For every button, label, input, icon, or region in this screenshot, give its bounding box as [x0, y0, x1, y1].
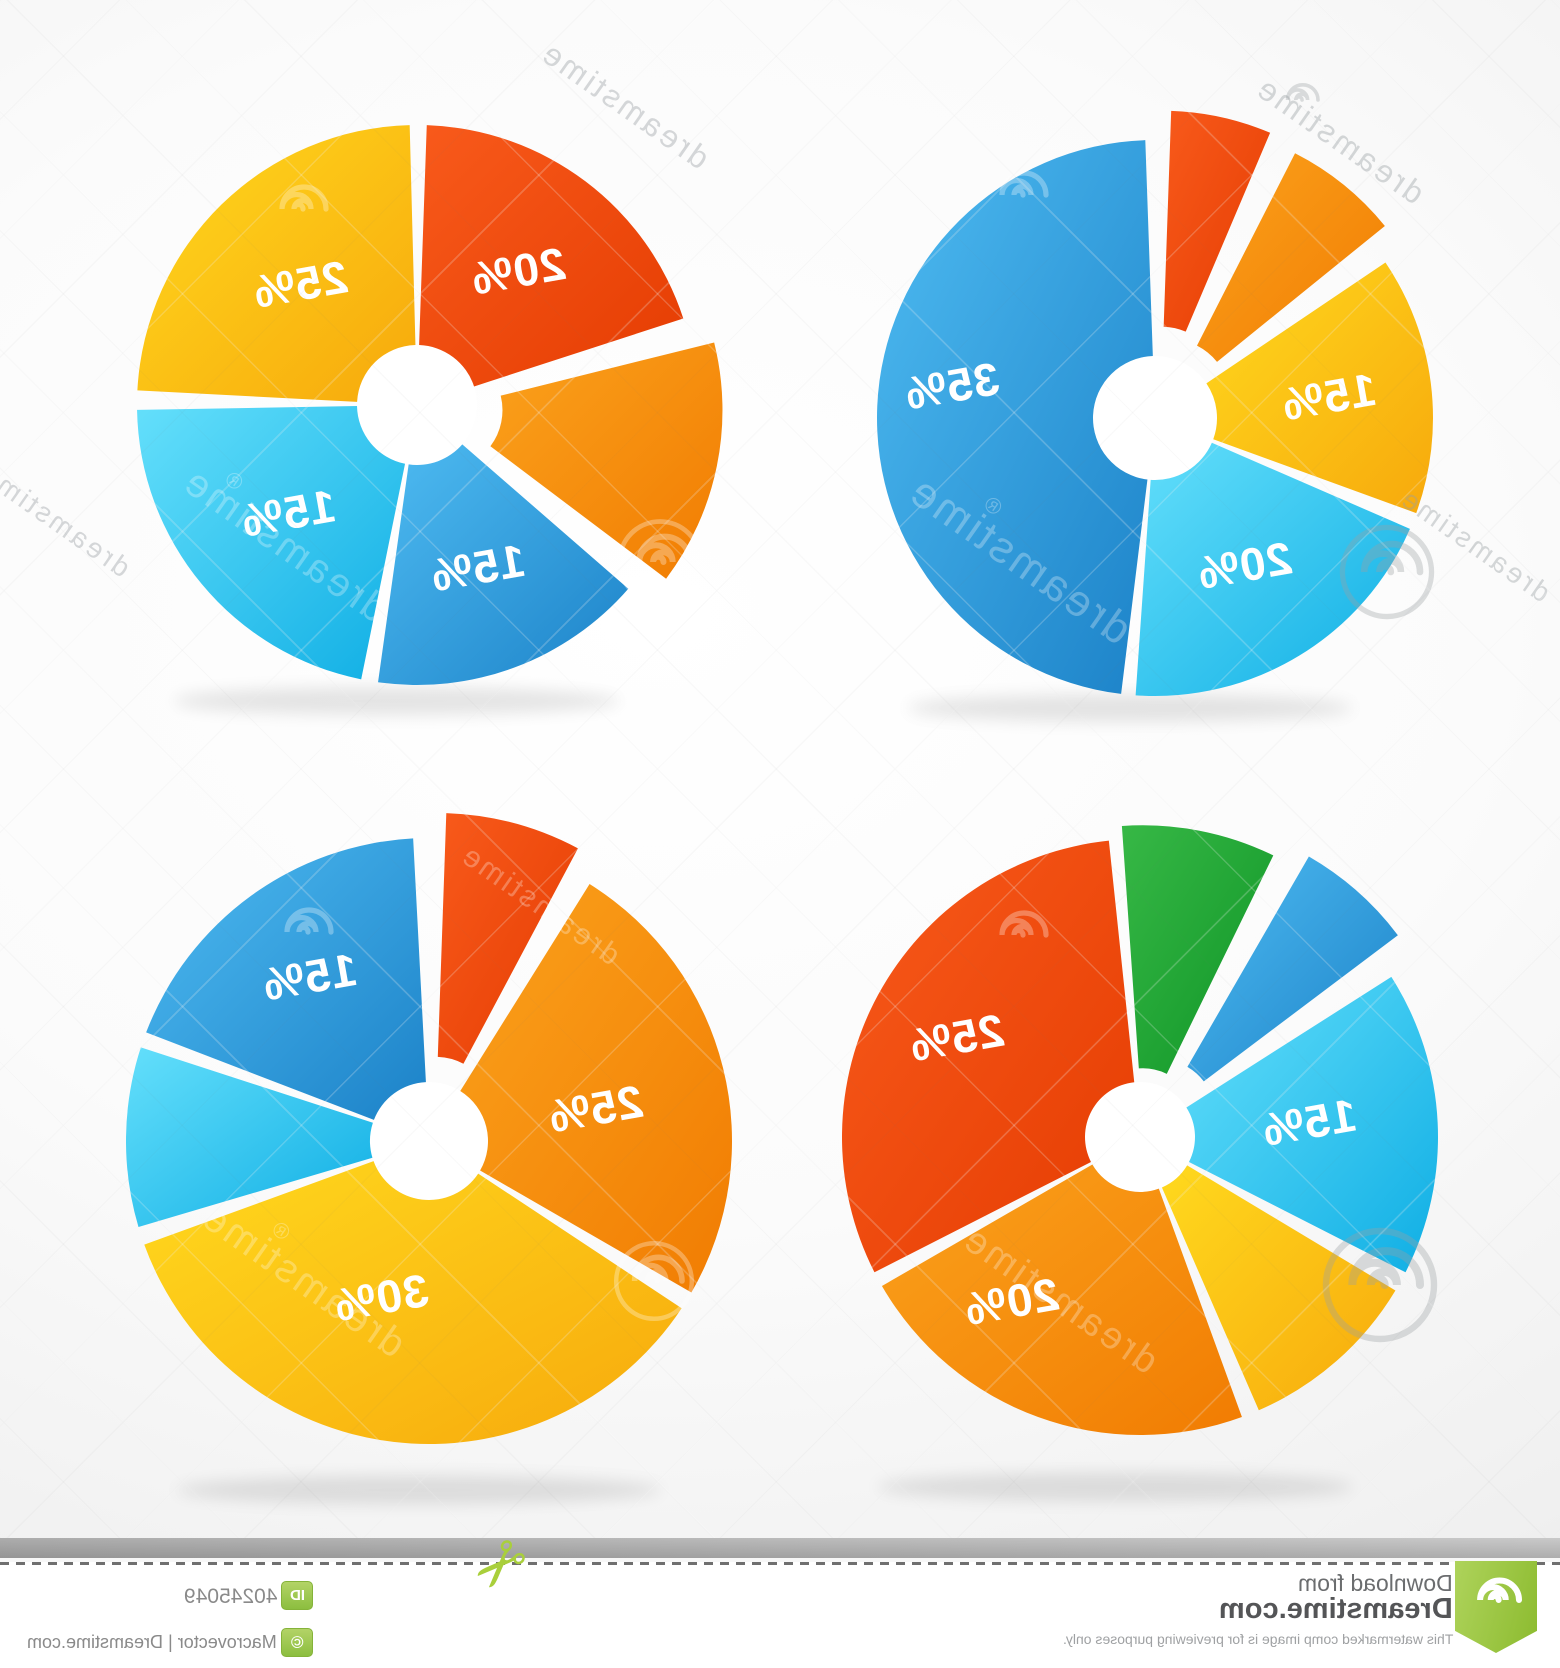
pie1-slice-red	[419, 125, 684, 387]
watermark-spiral-ring	[617, 519, 703, 605]
pie3-slice-yellow	[144, 1161, 682, 1444]
photo-area: 20% 15% 15% 25% 15% 20% 35% 25% 30% 15% 15% 20% 25% d…	[0, 0, 1560, 1538]
watermark-spiral-icon	[1348, 1246, 1425, 1289]
watermark-spiral-icon	[631, 1254, 685, 1284]
pie3-slice-cyan	[125, 1047, 373, 1228]
watermark-spiral-ring	[1322, 1227, 1438, 1343]
pie-charts-canvas: 20%15%15%25%15%20%35%25%30%15%15%20%25%d…	[0, 34, 1556, 1504]
pie1-slice-cyan	[137, 406, 406, 680]
pie2-shadow	[907, 694, 1353, 722]
pie2-slice-red	[1163, 110, 1271, 332]
pie2-slice-blue	[877, 140, 1153, 694]
dashed-cut-line	[0, 1562, 1560, 1565]
pie1-center-hole	[357, 345, 477, 465]
pie2-slice-orange	[1196, 153, 1385, 362]
watermark-text: dreamstime	[0, 457, 136, 583]
pie3-slice-orange	[460, 884, 732, 1293]
pie2-slice-yellow	[1206, 262, 1433, 514]
dreamstime-site-text: Dreamstime.com	[1219, 1593, 1453, 1625]
pie2-slice-cyan	[1135, 442, 1410, 696]
watermark-spiral-icon	[1285, 82, 1320, 102]
pie3-slice-red	[437, 813, 578, 1064]
watermark-spiral-ring	[613, 1240, 695, 1322]
dreamstime-logo-ribbon	[1455, 1561, 1537, 1653]
watermark-spiral-icon	[999, 910, 1049, 938]
pie4-shadow	[876, 1473, 1354, 1501]
pie4-slice-orange	[881, 1164, 1242, 1436]
author-credit: Macrovector | Dreamstime.com	[27, 1632, 277, 1652]
copyright-symbol: ©	[290, 1633, 304, 1652]
watermark-text: dreamstime	[1394, 482, 1556, 608]
pie4-center-hole	[1085, 1082, 1195, 1192]
cut-band-highlight	[0, 1558, 1560, 1562]
watermark-spiral-icon	[1360, 540, 1424, 576]
pie1-slice-orange	[490, 342, 723, 579]
copyright-badge: ©	[281, 1628, 313, 1657]
pie1-shadow	[173, 687, 621, 715]
pie4-slice-green	[1121, 825, 1274, 1074]
logo-spiral-glyph	[1477, 1577, 1522, 1603]
watermark-spiral-ring	[1339, 524, 1435, 620]
watermark-spiral-icon	[999, 170, 1049, 198]
watermark-spiral-icon	[284, 907, 334, 935]
pie1-slice-yellow	[137, 125, 416, 402]
pie2-center-hole	[1093, 356, 1217, 480]
image-id-number: 40245049	[183, 1585, 277, 1608]
pie3-center-hole	[370, 1082, 488, 1200]
dreamstime-logo-spiral	[1477, 1577, 1522, 1603]
footer	[0, 1565, 1560, 1668]
preview-disclaimer: This watermarked comp image is for previ…	[1062, 1631, 1453, 1647]
watermark-spiral-icon	[636, 533, 694, 565]
pie3-slice-blue	[146, 838, 426, 1120]
pie4-slice-red	[841, 840, 1135, 1273]
id-badge: ID	[281, 1581, 313, 1610]
watermark-text: dreamstime	[534, 34, 716, 177]
pie3-shadow	[176, 1476, 662, 1504]
pie4-slice-blue	[1187, 856, 1398, 1082]
cut-band	[0, 1538, 1560, 1558]
id-badge-label: ID	[289, 1587, 305, 1604]
watermark-spiral-icon	[279, 184, 329, 212]
pie1-slice-blue	[378, 444, 629, 686]
pie4-slice-yellow	[1161, 1165, 1396, 1411]
pie4-slice-cyan	[1186, 976, 1438, 1273]
